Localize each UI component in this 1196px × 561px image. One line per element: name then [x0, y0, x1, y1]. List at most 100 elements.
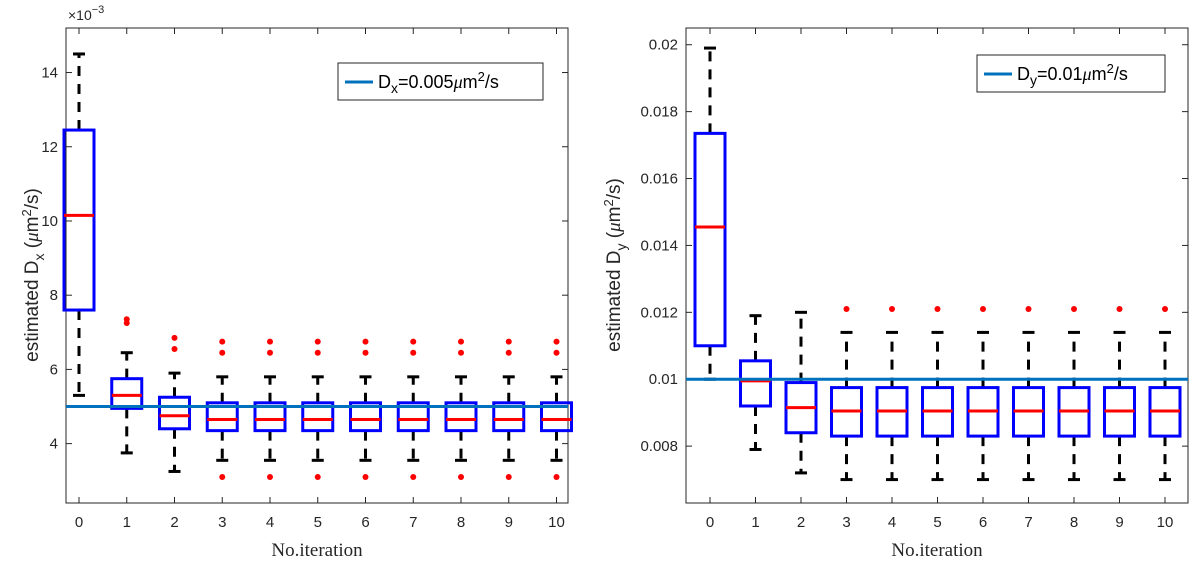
right-xtick-label: 9 [1115, 514, 1123, 531]
right-xtick-label: 8 [1070, 514, 1078, 531]
right-boxes-layer [693, 46, 1182, 482]
right-box-group [921, 305, 954, 482]
left-ylabel-sup: 2 [19, 209, 34, 216]
left-x-axis-label: No.iteration [271, 540, 363, 561]
right-axes-frame [685, 27, 1189, 504]
right-legend-end: /s [1114, 64, 1128, 84]
right-xtick-label: 10 [1157, 514, 1174, 531]
left-xtick-label: 5 [314, 514, 322, 531]
left-box-group [396, 338, 430, 481]
right-legend-sup: 2 [1107, 61, 1114, 76]
right-ytick-label: 0.012 [640, 304, 678, 321]
right-outlier-point [934, 305, 941, 312]
left-box-group [205, 338, 239, 481]
left-xtick-label: 4 [266, 514, 274, 531]
right-ylabel-mu: μ [604, 222, 625, 233]
left-box-group [444, 338, 478, 481]
left-xtick-label: 3 [218, 514, 226, 531]
right-box [693, 131, 727, 348]
left-xtick-label: 10 [548, 514, 565, 531]
right-ytick-label: 0.02 [649, 37, 678, 54]
right-ylabel-main: estimated D [604, 250, 625, 351]
left-ylabel-sub: x [31, 253, 47, 260]
left-ytick-label: 14 [41, 65, 58, 82]
right-box-group [784, 310, 818, 475]
left-xtick-label: 8 [457, 514, 465, 531]
right-box-group [1057, 305, 1091, 482]
left-legend-mid: =0.005 [398, 72, 454, 92]
left-ytick-label: 4 [50, 436, 58, 453]
right-legend-unit: m [1092, 64, 1107, 84]
left-ylabel-main: estimated D [22, 260, 43, 361]
right-xtick-label: 2 [797, 514, 805, 531]
right-outlier-point [1025, 305, 1032, 312]
left-y-exponent-base: ×10 [68, 7, 92, 23]
left-legend: Dx=0.005μm2/s [337, 62, 544, 101]
left-box [444, 401, 478, 433]
right-box-group [1012, 305, 1045, 482]
left-box [62, 128, 96, 312]
left-legend-prefix: D [378, 72, 391, 92]
left-ytick-label: 12 [41, 139, 58, 156]
left-xtick-label: 1 [123, 514, 131, 531]
right-ylabel-unit: m [604, 206, 625, 222]
left-box [253, 401, 287, 433]
left-xtick-label: 6 [361, 514, 369, 531]
left-ylabel-end: /s) [22, 188, 43, 209]
left-outlier-point [171, 345, 178, 352]
left-ylabel-open: ( [22, 241, 43, 253]
left-outlier-point [219, 349, 226, 356]
right-box-group [966, 305, 1000, 482]
left-ylabel-unit: m [22, 216, 43, 232]
right-legend: Dy=0.01μm2/s [976, 54, 1166, 93]
right-ytick-label: 0.016 [640, 171, 678, 188]
right-ticks-layer: 0.008 0.01 0.012 0.014 0.016 0.018 0.02 0 1 2 3 4 5 6… [640, 28, 1188, 531]
right-x-axis-label: No.iteration [891, 540, 983, 561]
left-outlier-point [553, 338, 560, 345]
left-xtick-label: 7 [409, 514, 417, 531]
right-outlier-point [980, 305, 986, 312]
left-box-group [301, 338, 335, 481]
left-outlier-point [171, 334, 178, 341]
right-ylabel-open: ( [604, 231, 625, 243]
right-box-group [875, 305, 909, 482]
left-box-group [492, 338, 526, 481]
left-ytick-label: 10 [41, 213, 58, 230]
left-y-exponent-power: −3 [92, 4, 105, 16]
left-outlier-point [458, 338, 464, 345]
left-outlier-point [123, 316, 130, 323]
right-y-axis-label: estimated Dy (μm2/s) [601, 178, 629, 352]
left-box [540, 401, 573, 433]
left-outlier-point [553, 349, 560, 356]
left-outlier-point [458, 474, 464, 481]
right-legend-sub: y [1030, 72, 1037, 88]
left-outlier-point [362, 338, 369, 345]
left-axes-frame [65, 27, 569, 504]
left-box-group [349, 338, 382, 481]
right-legend-mu: μ [1082, 64, 1092, 84]
right-panel: 0.008 0.01 0.012 0.014 0.016 0.018 0.02 0 1 2 3 4 5 6… [601, 27, 1189, 561]
left-legend-end: /s [485, 72, 499, 92]
left-legend-label: Dx=0.005μm2/s [378, 69, 499, 96]
right-xtick-label: 0 [706, 514, 714, 531]
left-outlier-point [267, 349, 273, 356]
left-outlier-point [267, 474, 273, 481]
left-outlier-point [410, 349, 417, 356]
right-legend-label: Dy=0.01μm2/s [1017, 61, 1128, 88]
left-outlier-point [505, 349, 512, 356]
right-ylabel-end: /s) [604, 178, 625, 199]
right-box-group [830, 305, 863, 482]
right-box-group [1148, 305, 1182, 482]
left-boxes-layer [62, 52, 573, 481]
right-xtick-label: 5 [933, 514, 941, 531]
right-box [739, 359, 772, 408]
left-outlier-point [553, 474, 560, 481]
left-outlier-point [362, 349, 369, 356]
right-legend-mid: =0.01 [1037, 64, 1083, 84]
right-xtick-label: 6 [979, 514, 987, 531]
left-box [205, 401, 239, 433]
left-outlier-point [219, 338, 226, 345]
right-outlier-point [843, 305, 850, 312]
